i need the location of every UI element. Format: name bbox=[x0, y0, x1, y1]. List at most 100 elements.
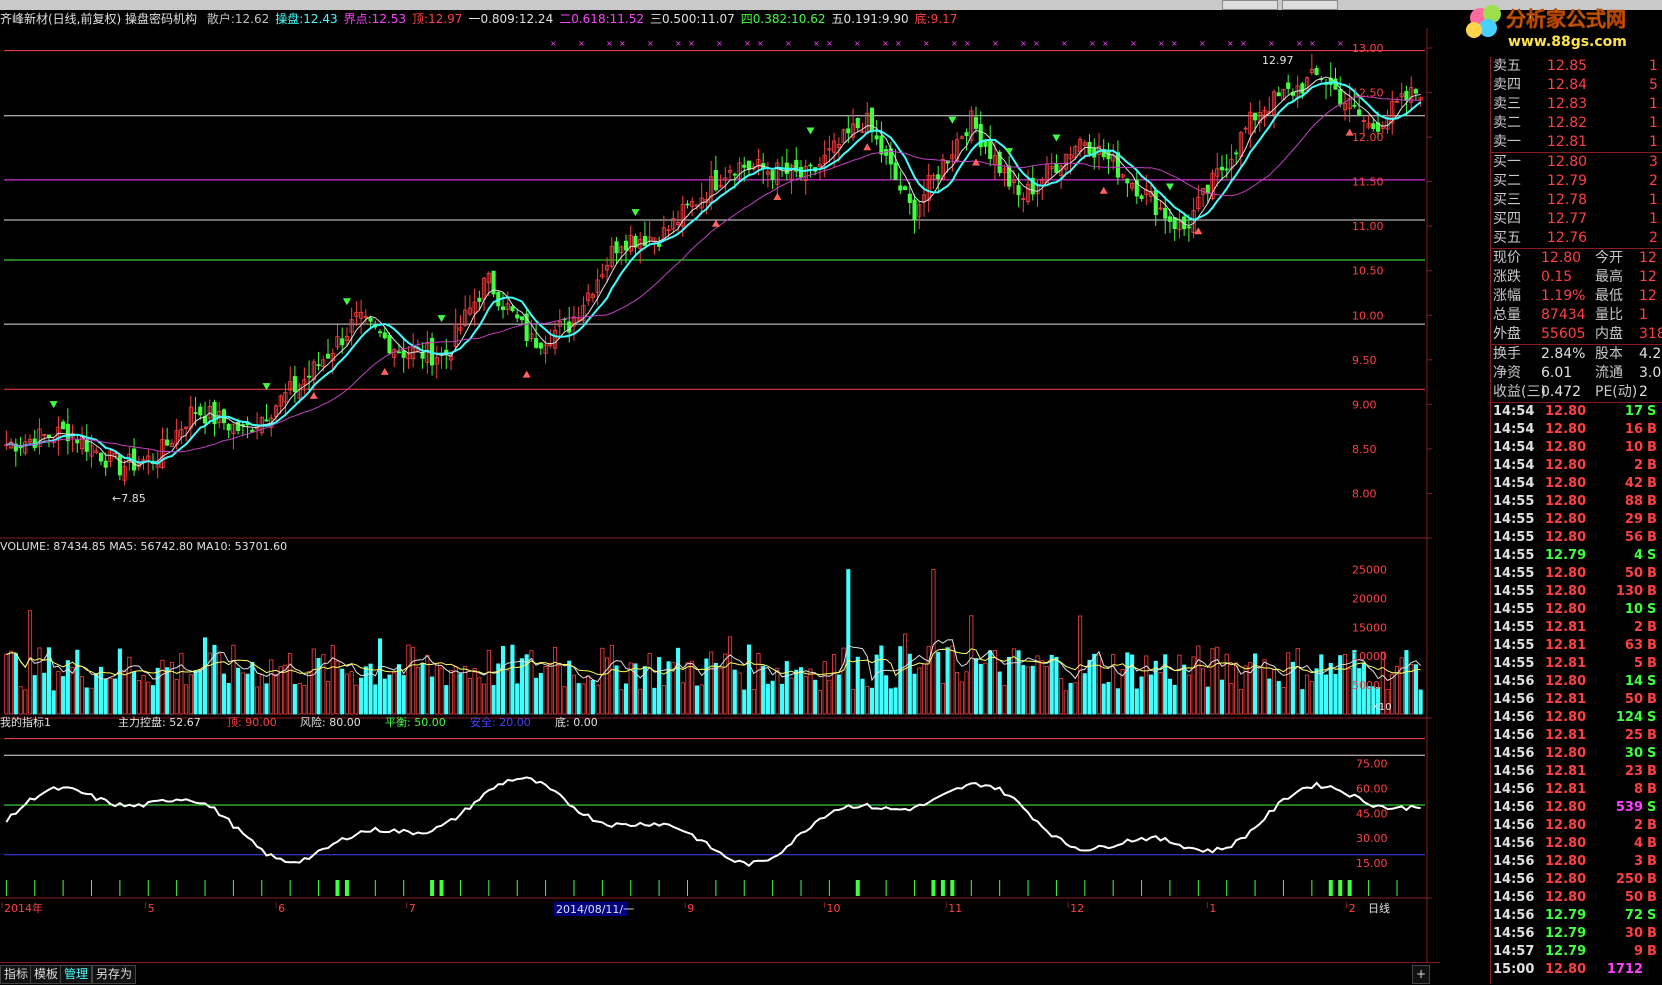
quote-row: 涨跌 0.15 最高 12 bbox=[1491, 268, 1662, 287]
candle-body bbox=[1300, 83, 1305, 94]
volume-bar bbox=[959, 681, 964, 715]
tick-side: S bbox=[1647, 404, 1657, 419]
date-cursor-label: 2014/08/11/一 bbox=[556, 903, 634, 916]
tick-side: B bbox=[1647, 620, 1657, 635]
top-marker: × bbox=[1158, 39, 1165, 48]
tick-price: 12.81 bbox=[1545, 782, 1587, 797]
volume-bar bbox=[1011, 648, 1016, 715]
volume-bar bbox=[165, 667, 170, 715]
tick-volume: 56 bbox=[1624, 530, 1643, 545]
zoom-in-button[interactable]: + bbox=[1412, 965, 1431, 984]
volume-bar bbox=[836, 674, 841, 715]
tab-template[interactable]: 模板 bbox=[30, 965, 63, 984]
tick-price: 12.80 bbox=[1545, 494, 1587, 509]
candle-body bbox=[500, 306, 506, 310]
volume-bar bbox=[1148, 674, 1154, 715]
candle-body bbox=[292, 376, 297, 393]
candle-body bbox=[600, 274, 605, 278]
candle-body bbox=[1413, 89, 1418, 94]
top-marker: × bbox=[895, 39, 902, 48]
candle-body bbox=[1021, 198, 1026, 201]
quote-label: 净资 bbox=[1493, 365, 1521, 381]
candle-body bbox=[1082, 142, 1087, 146]
sell-signal-arrow bbox=[1165, 183, 1174, 191]
tick-row: 14:55 12.81 5 B bbox=[1491, 655, 1662, 673]
volume-bar bbox=[245, 673, 250, 715]
top-marker: × bbox=[757, 39, 764, 48]
quote-value: 12.85 bbox=[1547, 58, 1588, 74]
quote-row: 换手 2.84% 股本 4.20 bbox=[1491, 345, 1662, 364]
volume-bar bbox=[1177, 654, 1182, 715]
quote-value-2: 4.20 bbox=[1639, 346, 1662, 362]
volume-bar bbox=[231, 644, 236, 715]
price-pane: × × × × × × × × × × × × × × × × × × × × × × × × × × × × × × × × × × ×12.97… bbox=[0, 28, 1440, 962]
volume-bar bbox=[931, 569, 936, 715]
tick-volume: 10 bbox=[1624, 602, 1643, 617]
quote-row: 卖一 12.81 1 bbox=[1491, 133, 1662, 152]
tick-time: 14:56 bbox=[1493, 926, 1535, 941]
tick-row: 14:56 12.81 23 B bbox=[1491, 763, 1662, 781]
candle-body bbox=[898, 185, 903, 191]
candle-body bbox=[775, 162, 780, 185]
candle-body bbox=[122, 466, 127, 481]
tab-manage[interactable]: 管理 bbox=[60, 965, 93, 984]
tick-row: 14:56 12.81 50 B bbox=[1491, 691, 1662, 709]
candle-body bbox=[581, 305, 586, 322]
candle-body bbox=[321, 359, 326, 367]
tick-row: 14:56 12.80 14 S bbox=[1491, 673, 1662, 691]
tick-time: 14:55 bbox=[1493, 602, 1535, 617]
volume-bar bbox=[1087, 659, 1092, 715]
candle-body bbox=[307, 375, 312, 378]
volume-bar bbox=[23, 689, 28, 715]
volume-bar bbox=[1096, 654, 1102, 715]
candle-body bbox=[160, 438, 165, 469]
volume-bar bbox=[1167, 678, 1173, 715]
top-marker: × bbox=[1102, 39, 1109, 48]
candle-body bbox=[472, 301, 477, 314]
candle-body bbox=[680, 204, 685, 227]
candle-body bbox=[936, 174, 941, 180]
volume-bar bbox=[1286, 652, 1291, 715]
buy-signal-arrow bbox=[773, 192, 782, 200]
buy-signal-arrow bbox=[1194, 227, 1203, 235]
volume-bar bbox=[1399, 657, 1404, 715]
volume-bar bbox=[992, 650, 997, 715]
top-marker: × bbox=[1033, 39, 1040, 48]
quotes-button[interactable] bbox=[1222, 0, 1278, 10]
tab-save-as[interactable]: 另存为 bbox=[92, 965, 137, 984]
candle-body bbox=[330, 353, 335, 362]
volume-bar bbox=[586, 675, 591, 715]
volume-bar bbox=[964, 671, 969, 715]
quote-value-2: 12 bbox=[1639, 250, 1657, 266]
sell-signal-arrow bbox=[1005, 148, 1014, 156]
volume-bar bbox=[628, 662, 633, 715]
volume-bar bbox=[155, 667, 160, 715]
time-axis-label: 11 bbox=[948, 902, 962, 915]
candle-body bbox=[316, 364, 321, 367]
tick-row: 14:56 12.80 3 B bbox=[1491, 853, 1662, 871]
volume-bar bbox=[202, 637, 208, 715]
candle-body bbox=[1352, 104, 1357, 107]
tick-side: B bbox=[1647, 836, 1657, 851]
candle-body bbox=[515, 314, 520, 319]
top-marker: × bbox=[992, 39, 999, 48]
quote-value: 12.77 bbox=[1547, 211, 1588, 227]
volume-bar bbox=[1352, 650, 1357, 715]
candle-body bbox=[486, 272, 491, 284]
candle-body bbox=[1068, 154, 1073, 160]
volume-bar bbox=[1049, 654, 1054, 715]
tick-row: 14:56 12.79 30 B bbox=[1491, 925, 1662, 943]
candle-body bbox=[1390, 101, 1395, 124]
stock-chart[interactable]: × × × × × × × × × × × × × × × × × × × × × × × × × × × × × × × × × × ×12.97… bbox=[0, 28, 1440, 962]
axis-layer: 13.00 12.50 12.00 11.50 11.00 10.50 10.00 9.50 9… bbox=[1, 42, 1432, 916]
tick-time: 14:57 bbox=[1493, 944, 1535, 959]
volume-bar bbox=[288, 653, 293, 715]
top-marker: × bbox=[826, 39, 833, 48]
tab-indicator[interactable]: 指标 bbox=[0, 965, 33, 984]
volume-bar bbox=[325, 681, 331, 715]
volume-bar bbox=[789, 677, 794, 715]
candle-body bbox=[23, 441, 28, 454]
news-button[interactable] bbox=[1282, 0, 1338, 10]
candle-body bbox=[652, 237, 657, 243]
tick-time: 14:55 bbox=[1493, 656, 1535, 671]
